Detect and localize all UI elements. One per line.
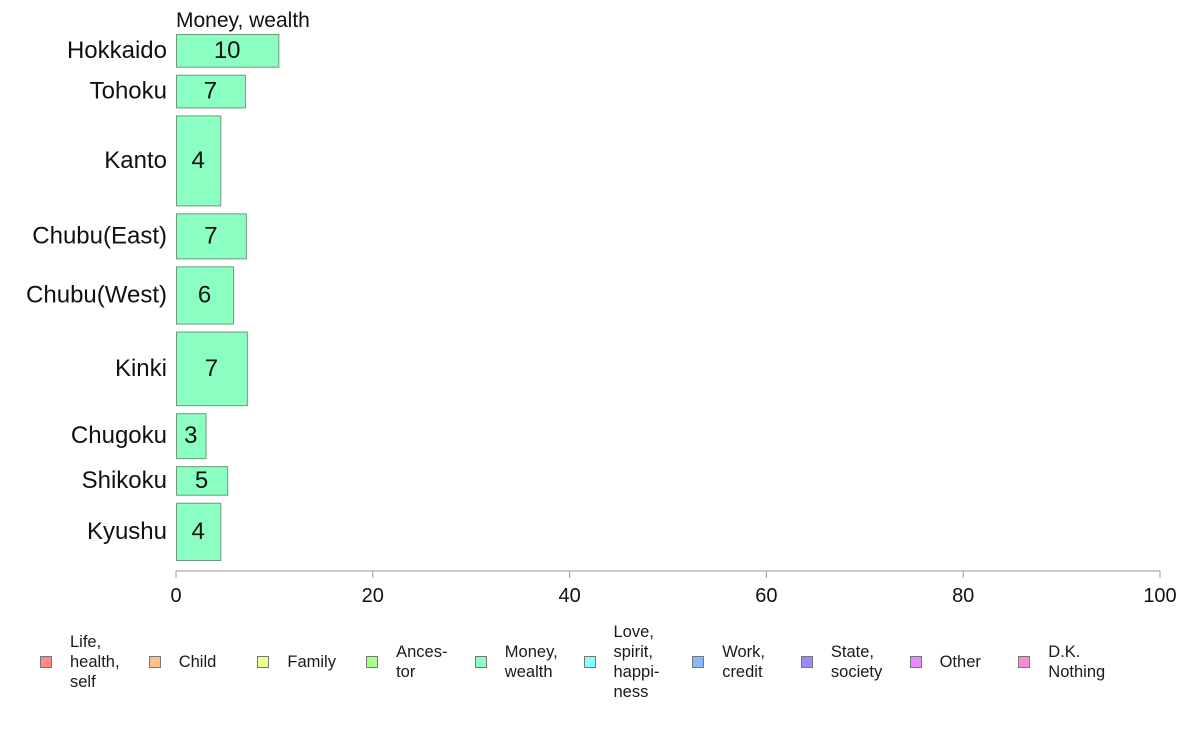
data-label: 5 [195,467,208,494]
category-label: Shikoku [82,467,167,494]
bar [176,502,222,561]
legend-label: Ances- tor [396,643,448,681]
data-label: 6 [198,281,211,308]
legend-item: Other [909,620,1018,710]
legend-swatch [800,656,813,668]
data-label: 4 [191,147,204,174]
data-label: 10 [214,37,241,64]
legend-item: Money, wealth [474,620,583,710]
x-tick-label: 40 [558,585,580,607]
category-label: Tohoku [90,78,167,105]
legend-item: Life, health, self [40,620,148,710]
bar [176,34,280,68]
legend-swatch [257,656,270,668]
data-label: 7 [205,355,218,382]
x-tick-label: 20 [362,585,384,607]
category-label: Hokkaido [67,37,167,64]
legend-item: Child [148,620,257,710]
legend-item: Work, credit [692,620,800,710]
legend: Life, health, self Child Family Ances- tor M… [0,620,1188,710]
category-label: Kyushu [87,518,167,545]
category-label: Kanto [104,147,167,174]
x-tick-label: 0 [170,585,181,607]
legend-label: Life, health, self [70,633,120,691]
legend-swatch [474,656,487,668]
category-label: Chubu(West) [26,281,167,308]
legend-label: Love, spirit, happi- ness [613,623,660,701]
chart-title: Money, wealth [176,9,310,32]
legend-swatch [40,656,52,668]
data-label: 7 [204,222,217,249]
legend-swatch [692,656,705,668]
bar [176,213,247,260]
legend-label: Other [939,653,981,671]
legend-item: Family [257,620,365,710]
category-label: Chugoku [71,422,167,449]
data-label: 3 [184,422,197,449]
x-tick-label: 100 [1143,585,1176,607]
bar [176,115,222,207]
legend-item: D.K. Nothing [1018,620,1126,710]
legend-swatch [909,656,922,668]
legend-label: State, society [830,643,883,681]
legend-swatch [583,656,596,668]
bar [176,74,246,109]
legend-item: Ances- tor [366,620,474,710]
bar [176,331,248,407]
legend-label: Family [287,653,336,671]
x-tick-label: 60 [755,585,777,607]
legend-label: Money, wealth [504,643,558,681]
legend-label: Child [178,653,217,671]
legend-label: D.K. Nothing [1048,643,1106,681]
bar [176,413,207,460]
legend-swatch [366,656,379,668]
legend-item: State, society [800,620,909,710]
legend-swatch [148,656,161,668]
x-tick-label: 80 [952,585,974,607]
legend-item: Love, spirit, happi- ness [583,620,692,710]
legend-swatch [1018,656,1031,668]
data-label: 4 [191,518,204,545]
category-label: Chubu(East) [32,222,167,249]
data-label: 7 [204,78,217,105]
bar [176,466,229,496]
legend-label: Work, credit [722,643,765,681]
bar [176,266,235,325]
category-label: Kinki [115,355,167,382]
